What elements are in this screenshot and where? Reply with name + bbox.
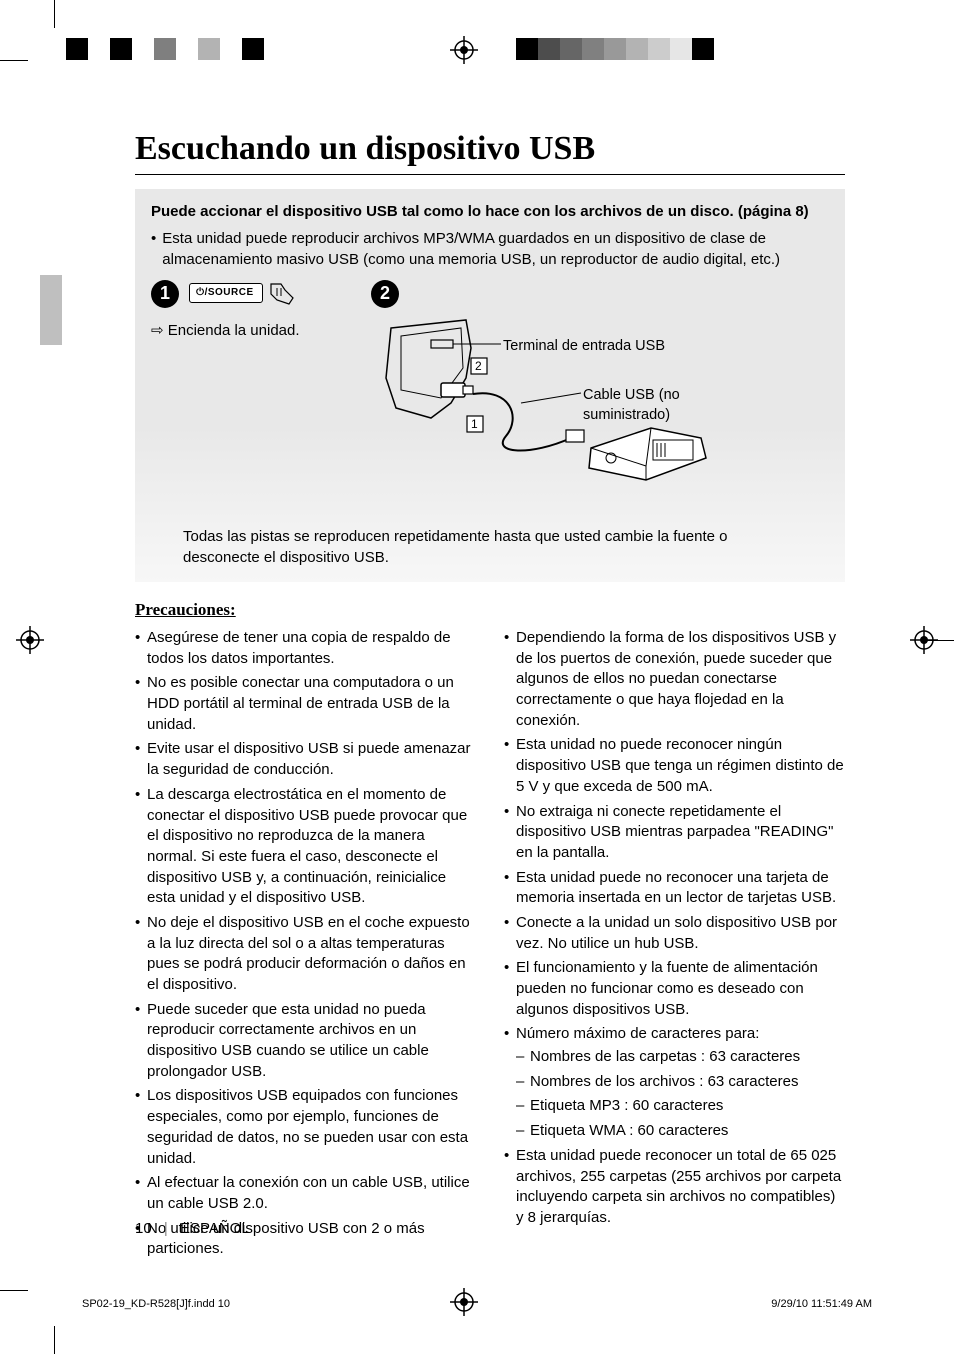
precautions-heading: Precauciones: — [135, 600, 845, 620]
diagram-num-2: 2 — [475, 358, 482, 375]
precaution-item: No es posible conectar una computadora o… — [135, 673, 476, 735]
registration-mark-icon — [910, 626, 938, 654]
footer-language: ESPAÑOL — [180, 1220, 250, 1237]
precaution-item: El funcionamiento y la fuente de aliment… — [504, 958, 845, 1020]
precautions-columns: Asegúrese de tener una copia de respaldo… — [135, 628, 845, 1264]
repeat-note: Todas las pistas se reproducen repetidam… — [151, 526, 829, 568]
color-swatch — [670, 38, 692, 60]
steps-row: 1 ⏻/SOURCE ⇨ Encienda la unidad. 2 — [151, 280, 829, 508]
intro-box: Puede accionar el dispositivo USB tal co… — [135, 189, 845, 582]
precaution-item: Puede suceder que esta unidad no pueda r… — [135, 1000, 476, 1083]
precautions-col-right: Dependiendo la forma de los dispositivos… — [504, 628, 845, 1264]
crop-mark — [54, 1326, 55, 1354]
color-swatch — [88, 38, 110, 60]
color-swatch — [626, 38, 648, 60]
precaution-sub-item: Etiqueta MP3 : 60 caracteres — [516, 1096, 845, 1117]
precaution-item: Al efectuar la conexión con un cable USB… — [135, 1173, 476, 1214]
page-title: Escuchando un dispositivo USB — [135, 130, 845, 168]
title-rule — [135, 174, 845, 175]
color-swatch — [110, 38, 132, 60]
precaution-item: Conecte a la unidad un solo dispositivo … — [504, 913, 845, 954]
color-swatch — [198, 38, 220, 60]
side-tab — [40, 275, 62, 345]
color-swatch — [582, 38, 604, 60]
color-swatch — [516, 38, 538, 60]
precaution-item: Esta unidad puede reconocer un total de … — [504, 1146, 845, 1229]
color-swatch — [604, 38, 626, 60]
step-1-text: ⇨ Encienda la unidad. — [151, 320, 351, 341]
precaution-item: Evite usar el dispositivo USB si puede a… — [135, 739, 476, 780]
color-bar-right — [516, 38, 714, 60]
source-button-label: ⏻/SOURCE — [196, 287, 253, 298]
intro-bullet: • Esta unidad puede reproducir archivos … — [151, 228, 829, 270]
step-1: 1 ⏻/SOURCE ⇨ Encienda la unidad. — [151, 280, 351, 341]
slug-right: 9/29/10 11:51:49 AM — [771, 1298, 872, 1310]
precaution-item-chars: Número máximo de caracteres para:Nombres… — [504, 1024, 845, 1141]
page-content: Escuchando un dispositivo USB Puede acci… — [135, 130, 845, 1264]
registration-mark-icon — [450, 1288, 478, 1316]
color-swatch — [538, 38, 560, 60]
intro-bold: Puede accionar el dispositivo USB tal co… — [151, 201, 829, 222]
precaution-item: No deje el dispositivo USB en el coche e… — [135, 913, 476, 996]
precaution-item: Esta unidad puede no reconocer una tarje… — [504, 868, 845, 909]
arrow-right-icon: ⇨ — [151, 322, 164, 339]
diagram-num-1: 1 — [471, 416, 478, 433]
precaution-item: Los dispositivos USB equipados con funci… — [135, 1086, 476, 1169]
crop-mark — [0, 60, 28, 61]
footer-separator: | — [164, 1220, 168, 1237]
precaution-item: Asegúrese de tener una copia de respaldo… — [135, 628, 476, 669]
color-swatch — [560, 38, 582, 60]
color-swatch — [176, 38, 198, 60]
crop-mark — [54, 0, 55, 28]
step-1-number: 1 — [151, 280, 179, 308]
precaution-item: La descarga electrostática en el momento… — [135, 785, 476, 909]
intro-bullet-text: Esta unidad puede reproducir archivos MP… — [162, 228, 829, 270]
color-swatch — [648, 38, 670, 60]
color-swatch — [220, 38, 242, 60]
bullet-dot: • — [151, 228, 156, 270]
precaution-item: Dependiendo la forma de los dispositivos… — [504, 628, 845, 731]
color-swatch — [242, 38, 264, 60]
precaution-sub-item: Nombres de las carpetas : 63 caracteres — [516, 1047, 845, 1068]
color-bar-left — [66, 38, 264, 60]
page-footer: 10 | ESPAÑOL — [135, 1220, 250, 1237]
registration-mark-icon — [16, 626, 44, 654]
label-terminal: Terminal de entrada USB — [503, 336, 665, 356]
page-number: 10 — [135, 1220, 152, 1237]
color-swatch — [66, 38, 88, 60]
precautions-col-left: Asegúrese de tener una copia de respaldo… — [135, 628, 476, 1264]
slug-left: SP02-19_KD-R528[J]f.indd 10 — [82, 1298, 230, 1310]
precaution-sub-item: Nombres de los archivos : 63 caracteres — [516, 1072, 845, 1093]
source-button-graphic: ⏻/SOURCE — [189, 283, 262, 303]
usb-diagram: Terminal de entrada USB Cable USB (no su… — [371, 308, 761, 508]
precaution-item: No extraiga ni conecte repetidamente el … — [504, 802, 845, 864]
label-cable: Cable USB (no suministrado) — [583, 385, 761, 426]
registration-mark-icon — [450, 36, 478, 64]
color-swatch — [154, 38, 176, 60]
precaution-item: Esta unidad no puede reconocer ningún di… — [504, 735, 845, 797]
step-1-caption: Encienda la unidad. — [168, 322, 300, 339]
crop-mark — [0, 1290, 28, 1291]
precaution-sub-item: Etiqueta WMA : 60 caracteres — [516, 1121, 845, 1142]
color-swatch — [132, 38, 154, 60]
color-swatch — [692, 38, 714, 60]
hand-cursor-icon — [263, 280, 303, 310]
step-2: 2 — [371, 280, 761, 508]
step-2-number: 2 — [371, 280, 399, 308]
